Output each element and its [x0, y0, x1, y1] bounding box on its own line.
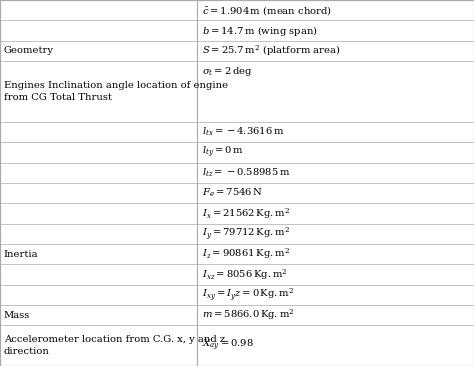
- Text: $l_{tx} = -4.3616\,\mathrm{m}$: $l_{tx} = -4.3616\,\mathrm{m}$: [202, 126, 285, 138]
- Text: $I_{xy} = I_yz = 0\,\mathrm{Kg.m}^2$: $I_{xy} = I_yz = 0\,\mathrm{Kg.m}^2$: [202, 287, 295, 303]
- Text: $\bar{c} = 1.904\,\mathrm{m}$ (mean chord): $\bar{c} = 1.904\,\mathrm{m}$ (mean chor…: [202, 4, 332, 16]
- Text: Accelerometer location from C.G. x, y and z
direction: Accelerometer location from C.G. x, y an…: [4, 335, 225, 356]
- Text: Engines Inclination angle location of engine
from CG Total Thrust: Engines Inclination angle location of en…: [4, 81, 228, 102]
- Text: $I_y = 79712\,\mathrm{Kg.m}^2$: $I_y = 79712\,\mathrm{Kg.m}^2$: [202, 225, 291, 242]
- Text: $l_{tz} = -0.58985\,\mathrm{m}$: $l_{tz} = -0.58985\,\mathrm{m}$: [202, 167, 291, 179]
- Text: $l_{ty} = 0\,\mathrm{m}$: $l_{ty} = 0\,\mathrm{m}$: [202, 145, 244, 160]
- Text: $F_e = 7546\,\mathrm{N}$: $F_e = 7546\,\mathrm{N}$: [202, 187, 264, 199]
- Text: Inertia: Inertia: [4, 250, 38, 259]
- Text: Mass: Mass: [4, 311, 30, 320]
- Text: $\sigma_t = 2\,\mathrm{deg}$: $\sigma_t = 2\,\mathrm{deg}$: [202, 65, 253, 78]
- Text: $b = 14.7\,\mathrm{m}$ (wing span): $b = 14.7\,\mathrm{m}$ (wing span): [202, 23, 318, 37]
- Text: $S = 25.7\,\mathrm{m}^2$ (platform area): $S = 25.7\,\mathrm{m}^2$ (platform area): [202, 44, 341, 58]
- Text: $I_{xz} = 8056\,\mathrm{Kg.m}^2$: $I_{xz} = 8056\,\mathrm{Kg.m}^2$: [202, 267, 288, 282]
- Text: $X_{ay} = 0.98$: $X_{ay} = 0.98$: [202, 338, 254, 353]
- Text: $I_x = 21562\,\mathrm{Kg.m}^2$: $I_x = 21562\,\mathrm{Kg.m}^2$: [202, 206, 291, 221]
- Text: $m = 5866.0\,\mathrm{Kg.m}^2$: $m = 5866.0\,\mathrm{Kg.m}^2$: [202, 308, 295, 322]
- Text: $I_z = 90861\,\mathrm{Kg.m}^2$: $I_z = 90861\,\mathrm{Kg.m}^2$: [202, 247, 291, 261]
- Text: Geometry: Geometry: [4, 46, 54, 55]
